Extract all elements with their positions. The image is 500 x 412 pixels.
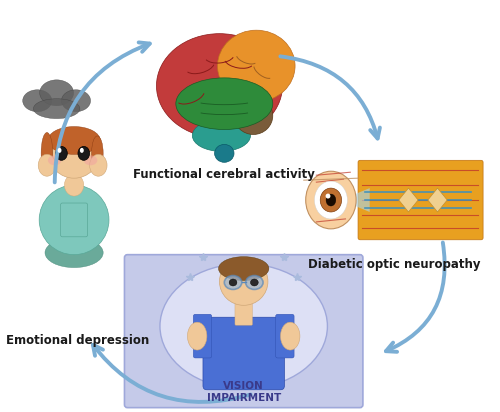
Ellipse shape (314, 181, 348, 219)
Ellipse shape (229, 279, 237, 286)
FancyBboxPatch shape (276, 314, 294, 358)
Ellipse shape (64, 174, 84, 196)
Ellipse shape (56, 146, 68, 160)
Ellipse shape (326, 194, 330, 199)
Ellipse shape (306, 171, 356, 229)
Ellipse shape (250, 279, 258, 286)
Ellipse shape (176, 78, 273, 129)
Polygon shape (428, 188, 447, 212)
Ellipse shape (49, 129, 100, 178)
Ellipse shape (326, 194, 336, 206)
Ellipse shape (246, 276, 263, 290)
FancyBboxPatch shape (235, 303, 252, 325)
Ellipse shape (38, 154, 56, 176)
Ellipse shape (92, 136, 103, 171)
Polygon shape (340, 188, 370, 212)
Ellipse shape (280, 322, 300, 350)
Ellipse shape (84, 155, 98, 165)
Ellipse shape (45, 238, 103, 267)
Ellipse shape (320, 188, 342, 212)
FancyBboxPatch shape (124, 255, 363, 407)
Polygon shape (399, 188, 418, 212)
FancyBboxPatch shape (60, 203, 88, 237)
Ellipse shape (34, 99, 80, 119)
Ellipse shape (22, 90, 52, 112)
Ellipse shape (234, 97, 273, 134)
Ellipse shape (188, 322, 207, 350)
Ellipse shape (218, 30, 295, 102)
Text: VISION: VISION (224, 381, 264, 391)
Text: Diabetic optic neuropathy: Diabetic optic neuropathy (308, 258, 480, 271)
Ellipse shape (214, 145, 234, 162)
Ellipse shape (80, 148, 84, 153)
Ellipse shape (58, 148, 62, 153)
Ellipse shape (160, 264, 328, 389)
Ellipse shape (218, 257, 269, 281)
Ellipse shape (48, 155, 62, 165)
FancyBboxPatch shape (203, 317, 284, 390)
Ellipse shape (220, 258, 268, 305)
Ellipse shape (40, 80, 74, 106)
Ellipse shape (39, 185, 109, 255)
Ellipse shape (78, 146, 90, 160)
Ellipse shape (156, 34, 282, 138)
Ellipse shape (90, 154, 107, 176)
FancyBboxPatch shape (358, 160, 483, 240)
Ellipse shape (41, 133, 53, 174)
Ellipse shape (192, 119, 250, 151)
Text: Functional cerebral activity: Functional cerebral activity (134, 168, 315, 181)
Ellipse shape (48, 126, 100, 154)
Text: IMPAIRMENT: IMPAIRMENT (206, 393, 281, 403)
Ellipse shape (224, 276, 242, 290)
FancyBboxPatch shape (194, 314, 212, 358)
Text: Emotional depression: Emotional depression (6, 334, 150, 347)
Ellipse shape (62, 90, 90, 112)
